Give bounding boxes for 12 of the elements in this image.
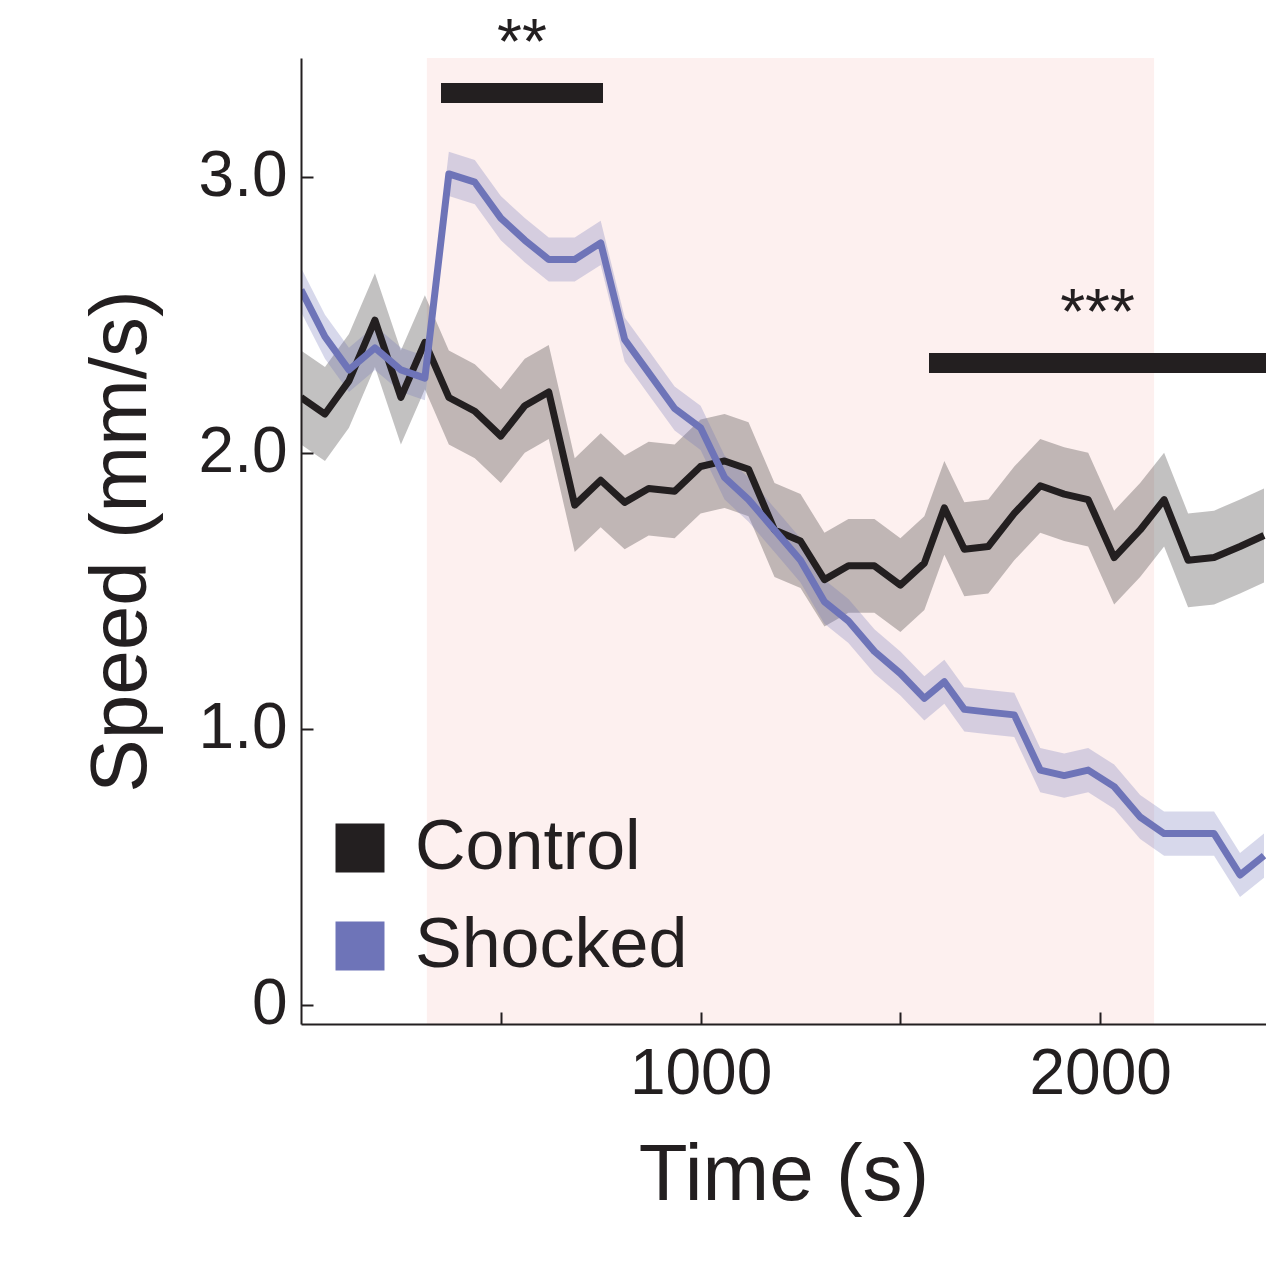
- legend-label: Control: [415, 806, 641, 884]
- annotation: ***: [1060, 276, 1135, 348]
- annotation: **: [497, 6, 547, 78]
- x-axis-title: Time (s): [638, 1127, 930, 1217]
- y-tick-label: 0: [251, 966, 288, 1039]
- x-tick-label: 1000: [629, 1035, 773, 1108]
- y-tick-label: 2.0: [198, 414, 288, 487]
- y-axis-title: Speed (mm/s): [73, 290, 163, 793]
- x-tick-label: 2000: [1029, 1035, 1172, 1108]
- y-tick-label: 1.0: [198, 690, 288, 763]
- y-tick-label: 3.0: [198, 138, 288, 211]
- legend-label: Shocked: [415, 904, 688, 982]
